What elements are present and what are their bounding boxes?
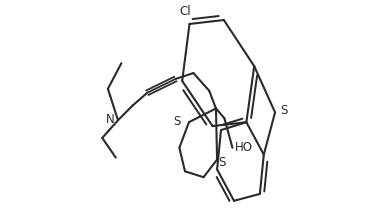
Text: S: S [280,104,287,117]
Text: S: S [218,156,225,169]
Text: HO: HO [235,141,253,154]
Text: N: N [105,113,114,126]
Text: Cl: Cl [179,5,191,18]
Text: S: S [173,115,181,128]
